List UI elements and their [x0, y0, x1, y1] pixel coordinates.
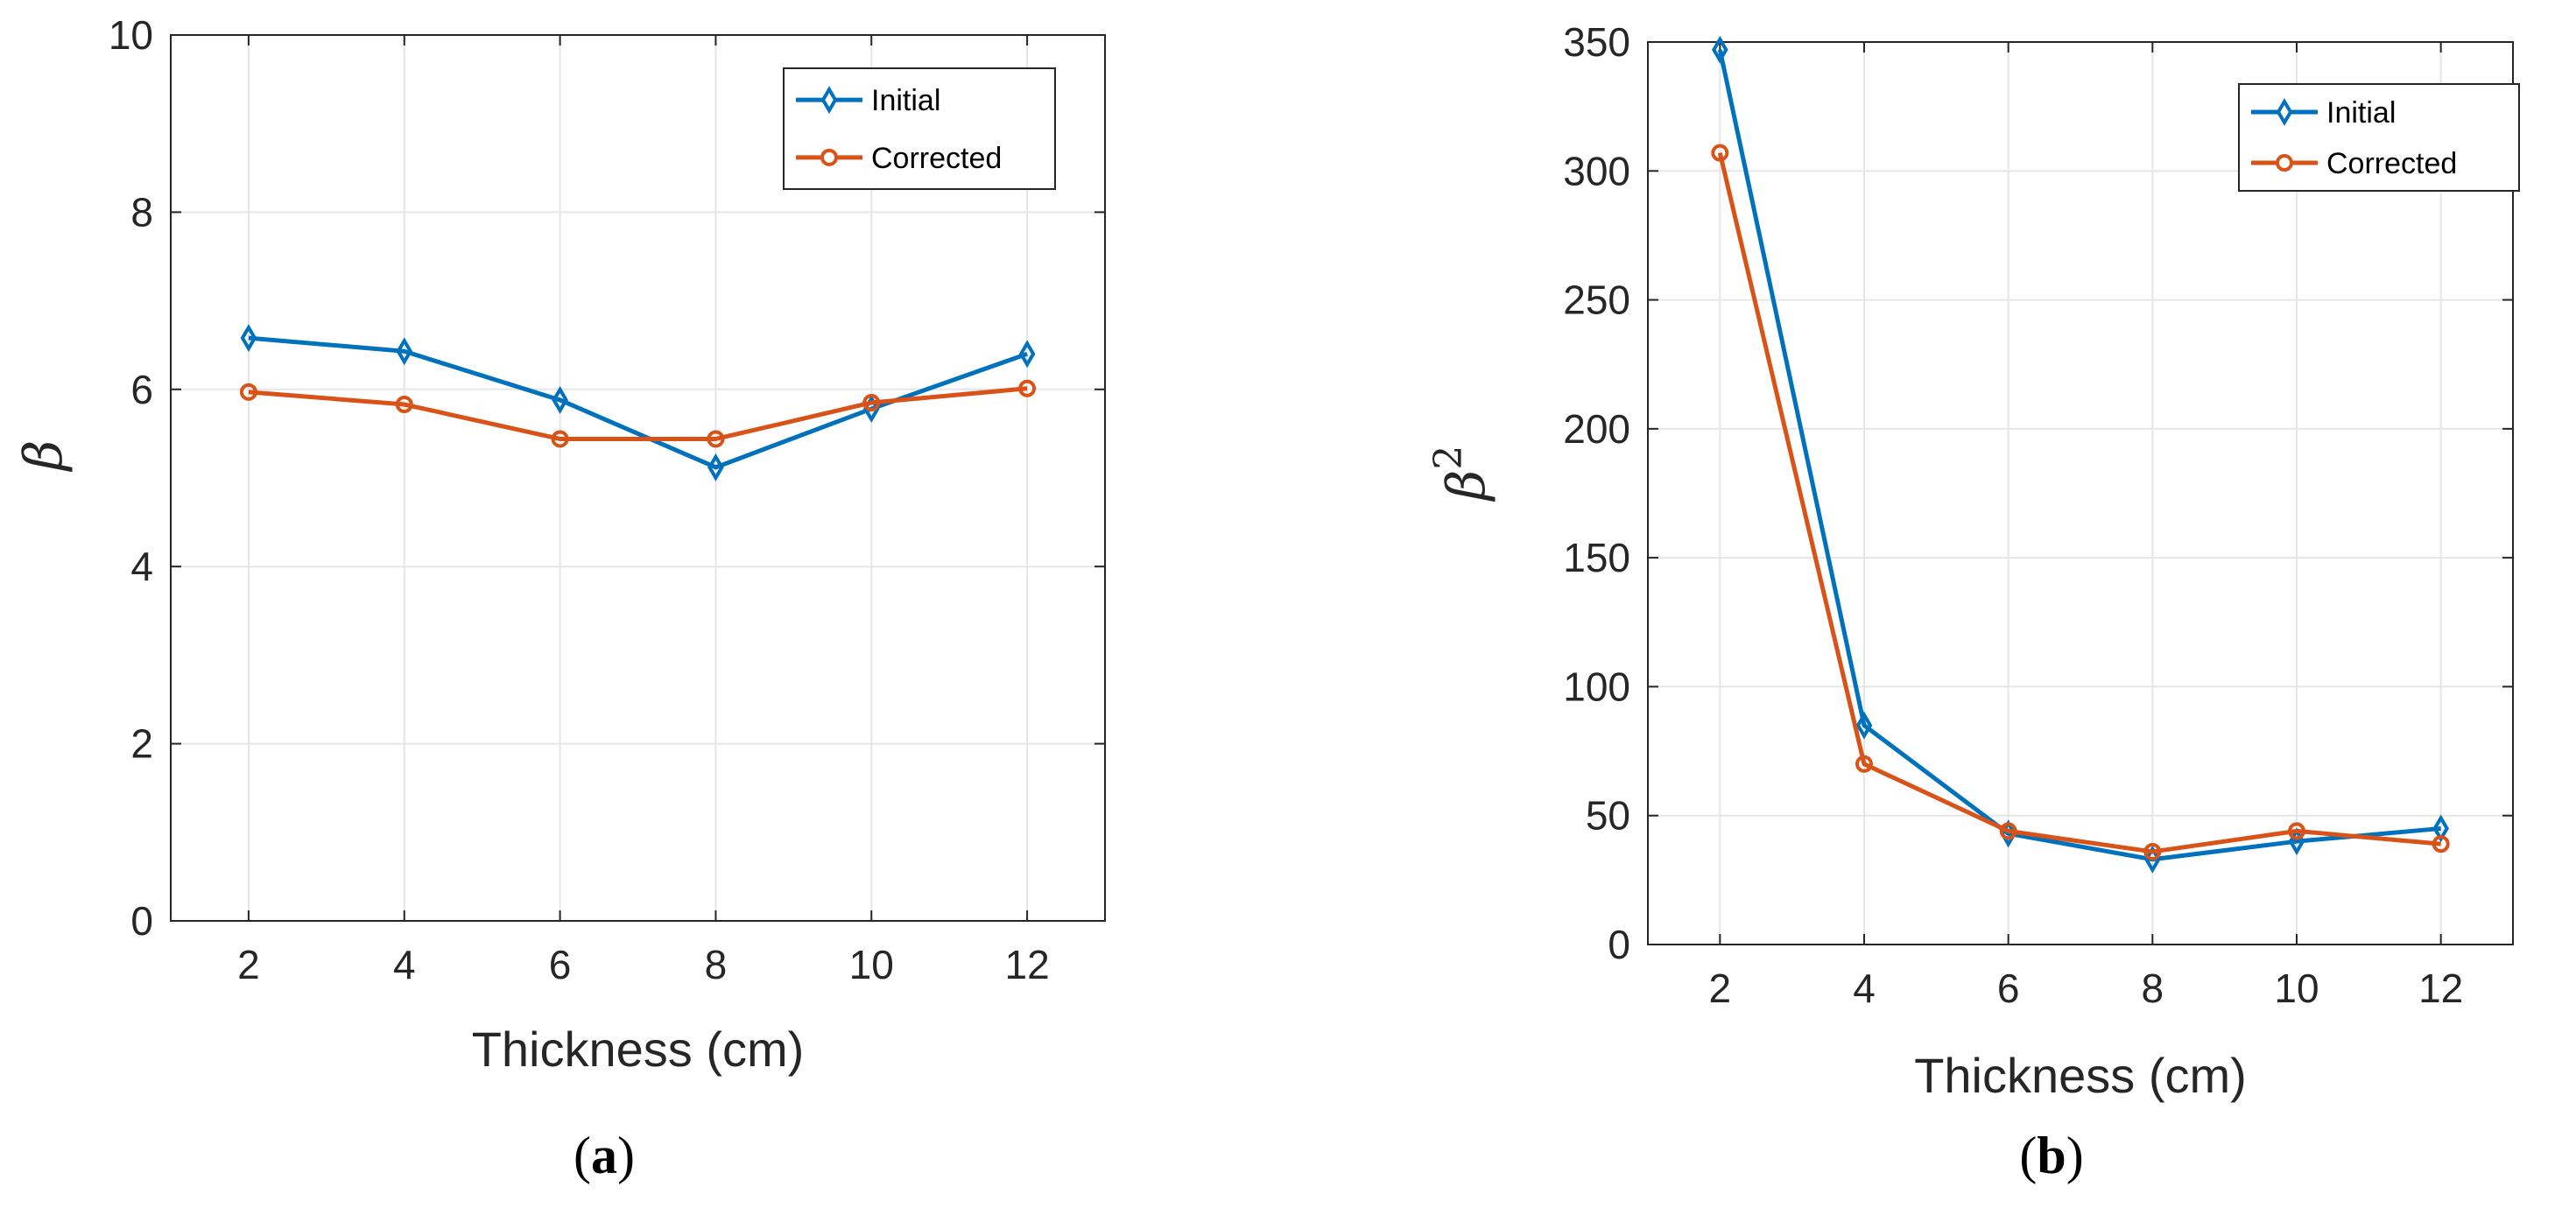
data-point-initial: [707, 453, 724, 481]
plot-area-border: [1647, 41, 2514, 945]
legend-label-corrected: Corrected: [871, 142, 1002, 175]
data-point-corrected: [1855, 755, 1873, 773]
plot-area-border: [170, 34, 1106, 922]
y-tick-label: 50: [1586, 793, 1630, 839]
x-tick-label: 2: [237, 942, 260, 987]
data-point-initial: [2432, 814, 2449, 843]
x-tick-label: 2: [1709, 966, 1732, 1011]
legend-label-initial: Initial: [871, 84, 940, 117]
y-tick-label: 8: [130, 189, 153, 235]
y-tick-label: 250: [1563, 277, 1630, 323]
chart-panel-a: 0 2 4 6 8 10 2 4 6 8 10 12 Thickness (cm) β Initial Cor…: [13, 12, 1106, 1184]
legend-label-corrected: Corrected: [2326, 147, 2457, 180]
data-point-initial: [396, 337, 413, 366]
data-point-corrected: [862, 393, 881, 411]
y-axis-label: β: [13, 440, 74, 473]
legend-marker-initial: [2276, 97, 2293, 126]
data-point-corrected: [1711, 144, 1729, 162]
x-tick-label: 8: [705, 942, 728, 987]
legend-marker-corrected: [820, 148, 838, 166]
data-point-corrected: [1018, 379, 1037, 397]
y-tick-label: 0: [130, 898, 153, 944]
data-point-initial: [240, 324, 257, 353]
data-point-corrected: [2143, 842, 2162, 860]
y-tick-label: 2: [130, 721, 153, 767]
x-tick-label: 12: [2418, 966, 2463, 1011]
x-tick-label: 10: [849, 942, 894, 987]
legend-marker-initial: [820, 86, 838, 115]
data-point-corrected: [2288, 822, 2305, 840]
y-tick-label: 150: [1563, 535, 1630, 580]
chart-panel-b: 0 50 100 150 200 250 300 350 2 4 6 8 10 12 Thickness (…: [1426, 19, 2520, 1184]
panel-label: (a): [574, 1127, 635, 1184]
x-axis-label: Thickness (cm): [1914, 1048, 2247, 1103]
series-line-initial: [1717, 49, 2441, 862]
y-tick-label: 4: [130, 544, 153, 589]
y-tick-label: 350: [1563, 19, 1630, 65]
data-point-corrected: [1999, 822, 2017, 840]
panel-label: (b): [2019, 1127, 2083, 1184]
x-tick-label: 4: [393, 942, 416, 987]
data-point-corrected: [707, 430, 725, 448]
y-axis-label: β2: [1426, 446, 1497, 502]
data-point-initial: [1018, 340, 1036, 369]
x-tick-label: 6: [549, 942, 572, 987]
y-tick-label: 0: [1608, 922, 1630, 967]
x-axis-label: Thickness (cm): [472, 1022, 805, 1077]
x-tick-label: 8: [2142, 966, 2164, 1011]
y-tick-label: 6: [130, 367, 153, 412]
series-line-corrected: [248, 386, 1028, 441]
y-tick-label: 100: [1563, 664, 1630, 709]
y-tick-label: 200: [1563, 406, 1630, 452]
legend-label-initial: Initial: [2326, 96, 2396, 130]
data-point-corrected: [2432, 835, 2450, 853]
y-tick-label: 300: [1563, 148, 1630, 193]
data-point-initial: [1855, 711, 1873, 740]
series-line-corrected: [1717, 152, 2441, 854]
data-point-corrected: [551, 430, 569, 448]
data-point-initial: [1712, 35, 1728, 64]
x-tick-label: 6: [1997, 966, 2020, 1011]
data-point-corrected: [395, 396, 413, 414]
x-tick-label: 12: [1004, 942, 1049, 987]
x-tick-label: 4: [1853, 966, 1876, 1011]
legend-marker-corrected: [2276, 154, 2293, 172]
data-point-initial: [552, 385, 568, 414]
data-point-corrected: [239, 383, 257, 401]
y-tick-label: 10: [109, 12, 153, 58]
x-tick-label: 10: [2274, 966, 2319, 1011]
